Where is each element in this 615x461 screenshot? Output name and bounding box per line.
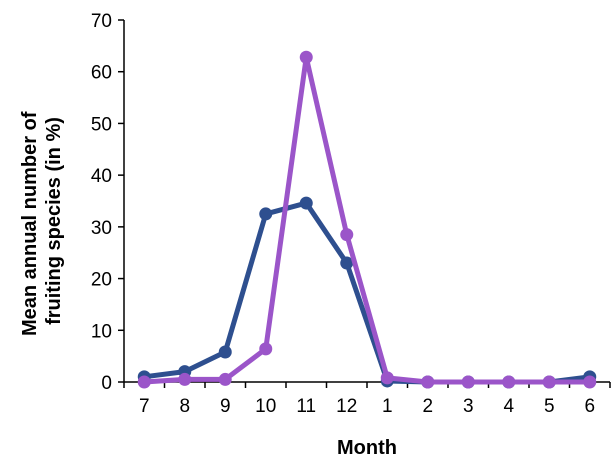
y-tick-label: 70 xyxy=(91,11,112,32)
series-2 xyxy=(137,50,597,389)
data-point xyxy=(137,375,151,389)
y-tick-label: 40 xyxy=(91,166,112,187)
x-tick-label: 2 xyxy=(422,396,433,417)
data-point xyxy=(259,342,273,356)
data-point xyxy=(299,196,313,210)
y-ticks: 0 10 20 30 40 50 60 70 xyxy=(91,11,124,394)
data-point xyxy=(380,371,394,385)
data-point xyxy=(218,345,232,359)
data-point xyxy=(178,372,192,386)
y-tick-label: 10 xyxy=(91,321,112,342)
x-tick-label: 6 xyxy=(584,396,595,417)
x-tick-label: 8 xyxy=(179,396,190,417)
data-point xyxy=(340,256,354,270)
x-tick-label: 1 xyxy=(382,396,393,417)
data-point xyxy=(542,375,556,389)
x-axis-title: Month xyxy=(337,437,397,459)
series-line xyxy=(141,54,593,385)
data-point xyxy=(583,375,597,389)
x-tick-label: 3 xyxy=(463,396,474,417)
y-tick-label: 30 xyxy=(91,218,112,239)
series-1 xyxy=(137,196,597,389)
data-point xyxy=(502,375,516,389)
series-line xyxy=(141,200,593,385)
x-tick-label: 5 xyxy=(544,396,555,417)
x-ticks: 7 8 9 10 11 12 1 2 3 4 5 6 xyxy=(123,382,611,417)
x-tick-label: 9 xyxy=(220,396,231,417)
x-tick-label: 12 xyxy=(336,396,357,417)
x-tick-label: 10 xyxy=(255,396,276,417)
y-tick-label: 50 xyxy=(91,114,112,135)
y-tick-label: 60 xyxy=(91,63,112,84)
y-axis-title: Mean annual number of fruiting species (… xyxy=(19,106,65,336)
data-point xyxy=(299,50,313,64)
data-point xyxy=(218,372,232,386)
data-point xyxy=(461,375,475,389)
data-point xyxy=(259,207,273,221)
y-tick-label: 20 xyxy=(91,270,112,291)
y-tick-label: 0 xyxy=(101,373,112,394)
x-tick-label: 7 xyxy=(139,396,150,417)
y-axis-title-line-2: fruiting species (in %) xyxy=(43,117,65,325)
x-tick-label: 11 xyxy=(296,396,316,417)
data-point xyxy=(340,228,354,242)
y-axis-title-line-1: Mean annual number of xyxy=(19,111,41,336)
x-tick-label: 4 xyxy=(503,396,514,417)
data-point xyxy=(421,375,435,389)
series-layer xyxy=(137,50,597,389)
